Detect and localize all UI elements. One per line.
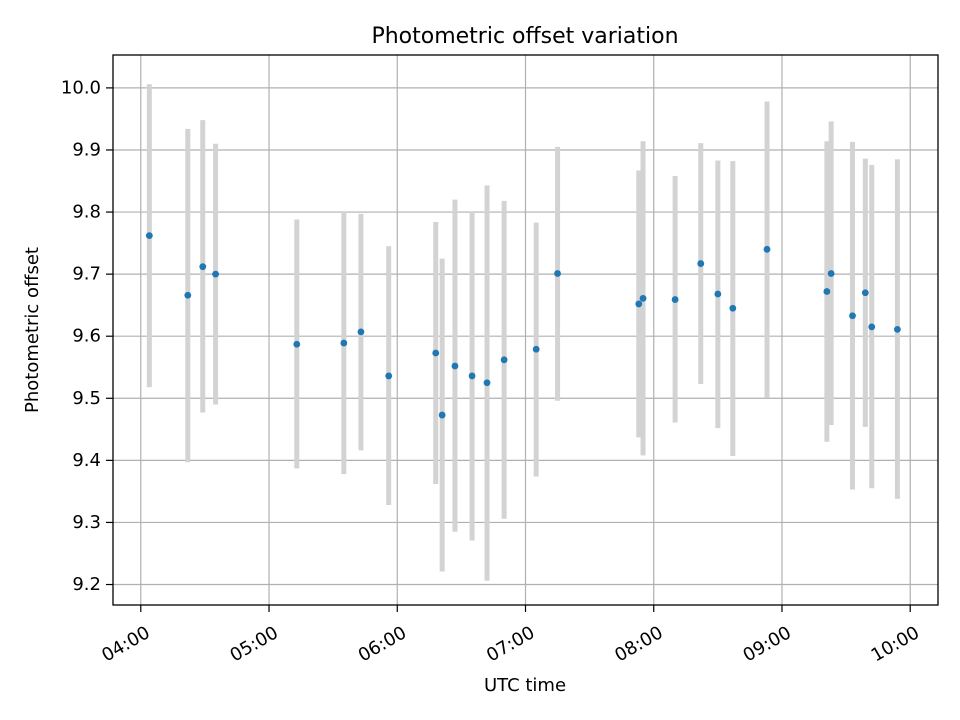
data-point <box>554 270 561 277</box>
y-tick-label: 10.0 <box>61 77 101 98</box>
data-point <box>697 260 705 267</box>
data-point <box>849 312 856 320</box>
data-point <box>827 270 835 277</box>
y-tick-label: 9.8 <box>72 202 101 223</box>
x-axis-label: UTC time <box>484 675 566 696</box>
data-point <box>671 296 679 303</box>
data-point <box>532 345 540 353</box>
y-tick-label: 9.6 <box>72 326 101 347</box>
data-point <box>763 245 771 253</box>
data-point <box>639 294 647 302</box>
y-tick-label: 9.2 <box>72 574 101 595</box>
data-point <box>483 379 491 387</box>
data-point <box>893 325 901 333</box>
y-tick-label: 9.9 <box>72 139 101 160</box>
data-point <box>357 328 365 336</box>
data-point <box>868 323 876 331</box>
y-tick-label: 9.5 <box>72 388 101 409</box>
data-point <box>184 291 192 299</box>
y-tick-label: 9.7 <box>72 264 101 285</box>
data-point <box>212 270 219 278</box>
data-point <box>451 362 459 370</box>
data-point <box>714 290 722 298</box>
data-point <box>823 288 831 295</box>
y-tick-label: 9.4 <box>72 450 101 471</box>
data-point <box>293 340 301 348</box>
data-points <box>145 232 901 419</box>
data-point <box>468 372 476 380</box>
chart-title: Photometric offset variation <box>371 24 678 49</box>
y-axis-ticks: 9.2 9.3 9.4 9.5 9.6 9.7 9.8 9.9 10.0 <box>61 77 113 595</box>
data-point <box>861 289 869 297</box>
data-point <box>340 339 348 347</box>
data-point <box>385 372 393 380</box>
data-point <box>199 263 207 271</box>
data-point <box>729 304 737 312</box>
y-tick-label: 9.3 <box>72 512 101 533</box>
data-point <box>635 300 643 308</box>
data-point <box>500 356 508 364</box>
data-point <box>438 411 446 419</box>
data-point <box>432 349 440 357</box>
y-axis-label: Photometric offset <box>22 247 43 413</box>
data-point <box>145 232 153 240</box>
grid-lines <box>113 55 938 605</box>
